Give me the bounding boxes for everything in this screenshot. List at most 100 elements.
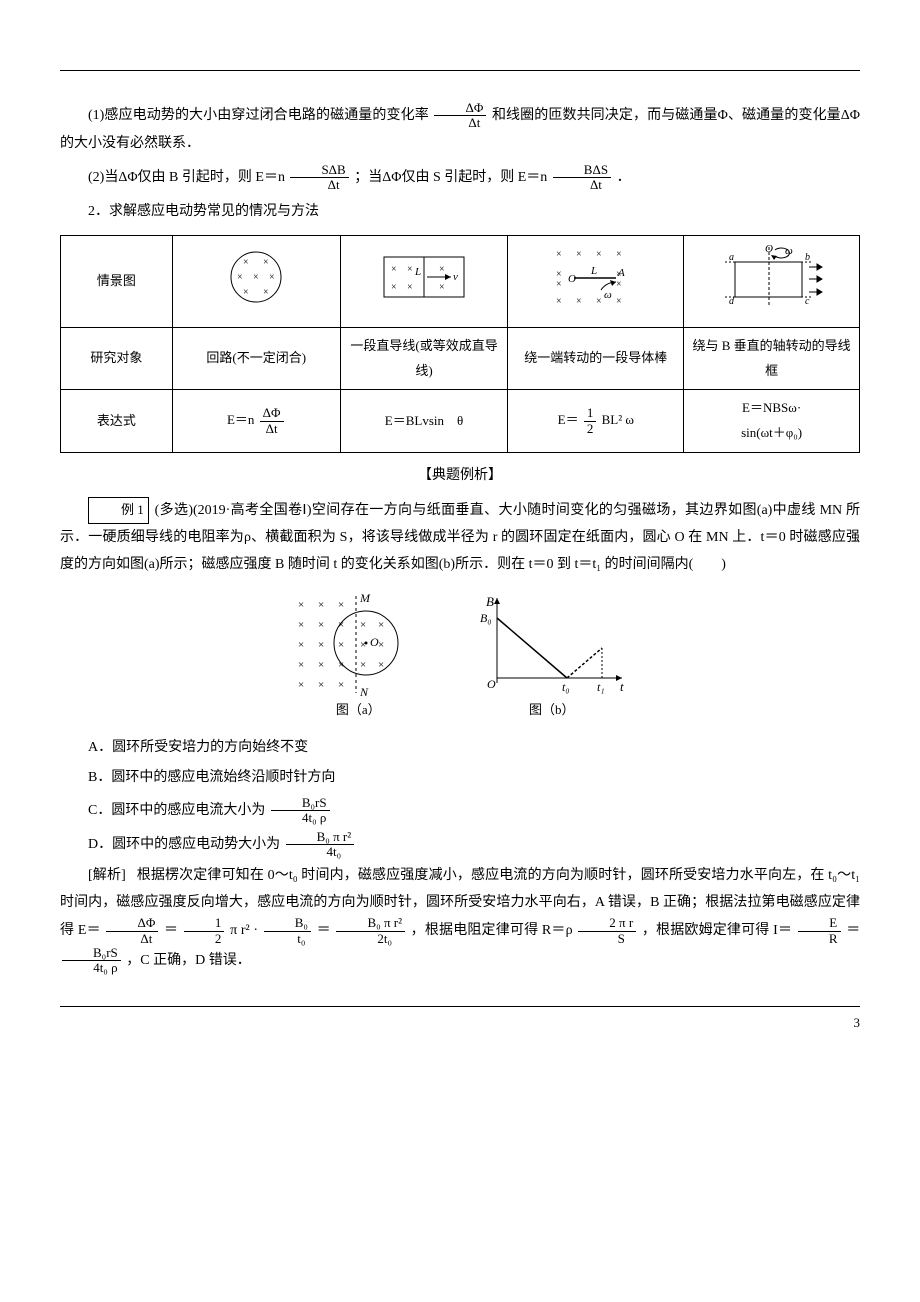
label-N: N	[359, 685, 369, 698]
svg-text:×: ×	[391, 282, 397, 293]
text: D．圆环中的感应电动势大小为	[88, 837, 280, 852]
text: ＝	[317, 923, 331, 938]
svg-text:×: ×	[407, 264, 413, 275]
label-t: t	[620, 679, 624, 694]
cell-r1c3: ×××××× L v	[340, 236, 508, 328]
cell-r1c4: ×××× ×× ×× ×××× O L A ω	[508, 236, 684, 328]
text: ，根据欧姆定律可得 I＝	[642, 923, 792, 938]
svg-text:×: ×	[338, 599, 344, 611]
fraction: B₀ π r² 4t₀	[286, 830, 355, 860]
option-b: B．圆环中的感应电流始终沿顺时针方向	[60, 765, 860, 792]
text: ＝	[164, 923, 178, 938]
label-B: B	[486, 594, 494, 609]
svg-text:×: ×	[556, 249, 562, 260]
fraction-sdb-dt: SΔB Δt	[290, 163, 348, 193]
svg-text:×: ×	[360, 619, 366, 631]
svg-text:×: ×	[596, 249, 602, 260]
svg-text:O: O	[568, 273, 576, 285]
solution: [解析] 根据楞次定律可知在 0～t₀ 时间内，磁感应强度减小，感应电流的方向为…	[60, 863, 860, 975]
cell-r3c3: E＝BLvsin θ	[340, 390, 508, 452]
cell-r2c1: 研究对象	[61, 328, 173, 390]
figure-a-icon: ××× ××× ××× ××× ××× ×× ×× ×× O M N	[288, 588, 428, 698]
svg-text:×: ×	[318, 599, 324, 611]
text: ．	[617, 170, 631, 185]
svg-text:×: ×	[378, 639, 384, 651]
svg-text:×: ×	[318, 619, 324, 631]
rotating-frame-icon: O ω a b c d	[717, 242, 827, 312]
cell-r3c1: 表达式	[61, 390, 173, 452]
svg-text:×: ×	[237, 272, 243, 283]
fig-b-caption: 图（b）	[529, 702, 575, 717]
cell-r1c5: O ω a b c d	[684, 236, 860, 328]
svg-text:×: ×	[269, 272, 275, 283]
cell-r2c2: 回路(不一定闭合)	[172, 328, 340, 390]
svg-text:×: ×	[298, 639, 304, 651]
text: ，C 正确，D 错误．	[126, 953, 250, 968]
svg-text:×: ×	[263, 287, 269, 298]
fraction-dphi-dt: ΔΦ Δt	[434, 101, 486, 131]
text: sin(ωt＋φ₀)	[741, 425, 802, 440]
text: E＝	[558, 412, 579, 427]
label-t0: t₀	[562, 680, 570, 694]
svg-text:×: ×	[378, 619, 384, 631]
text: π r² ·	[230, 923, 258, 938]
cell-r3c4: E＝ 1 2 BL² ω	[508, 390, 684, 452]
circle-field-icon: ×× ××× ××	[221, 247, 291, 307]
fraction: E R	[798, 916, 841, 946]
svg-text:×: ×	[439, 264, 445, 275]
para-1: (1)感应电动势的大小由穿过闭合电路的磁通量的变化率 ΔΦ Δt 和线圈的匝数共…	[60, 101, 860, 157]
page-number: 3	[60, 1006, 860, 1036]
fraction: B₀rS 4t₀ ρ	[62, 946, 121, 976]
svg-text:×: ×	[298, 659, 304, 671]
svg-text:×: ×	[439, 282, 445, 293]
svg-text:d: d	[729, 296, 735, 307]
svg-text:×: ×	[616, 279, 622, 290]
cell-r1c2: ×× ××× ××	[172, 236, 340, 328]
cell-r2c3: 一段直导线(或等效成直导线)	[340, 328, 508, 390]
para-2: (2)当ΔΦ仅由 B 引起时，则 E＝n SΔB Δt ；当ΔΦ仅由 S 引起时…	[60, 163, 860, 193]
text: ，根据电阻定律可得 R＝ρ	[411, 923, 573, 938]
svg-text:O: O	[765, 243, 773, 255]
example-text: (多选)(2019·高考全国卷Ⅰ)空间存在一方向与纸面垂直、大小随时间变化的匀强…	[60, 503, 860, 571]
fraction: B₀ t₀	[264, 916, 311, 946]
text: ＝	[846, 923, 860, 938]
fraction-half: 1 2	[584, 406, 597, 436]
svg-text:L: L	[414, 266, 421, 278]
label-origin: O	[487, 677, 496, 691]
heading-2: 2．求解感应电动势常见的情况与方法	[60, 199, 860, 226]
example-para: 例 1 (多选)(2019·高考全国卷Ⅰ)空间存在一方向与纸面垂直、大小随时间变…	[60, 497, 860, 578]
svg-text:×: ×	[298, 679, 304, 691]
svg-text:c: c	[805, 296, 810, 307]
text: C．圆环中的感应电流大小为	[88, 803, 265, 818]
svg-text:×: ×	[576, 249, 582, 260]
svg-text:×: ×	[391, 264, 397, 275]
svg-text:×: ×	[576, 296, 582, 307]
label-O: O	[370, 635, 379, 649]
svg-text:b: b	[805, 252, 810, 263]
svg-text:×: ×	[407, 282, 413, 293]
text: BL² ω	[602, 412, 634, 427]
cell-r2c5: 绕与 B 垂直的轴转动的导线框	[684, 328, 860, 390]
fraction-bds-dt: BΔS Δt	[553, 163, 611, 193]
svg-text:×: ×	[596, 296, 602, 307]
fraction: B₀rS 4t₀ ρ	[271, 796, 330, 826]
svg-text:×: ×	[298, 619, 304, 631]
fraction: 2 π r S	[578, 916, 636, 946]
svg-text:×: ×	[253, 272, 259, 283]
text: E＝NBSω·	[742, 400, 801, 415]
fig-a-caption: 图（a）	[336, 702, 381, 717]
svg-text:A: A	[617, 267, 625, 279]
label-t1: t₁	[597, 680, 605, 694]
cell-r1c1: 情景图	[61, 236, 173, 328]
text: (2)当ΔΦ仅由 B 引起时，则 E＝n	[88, 170, 285, 185]
svg-text:ω: ω	[785, 245, 793, 257]
svg-text:×: ×	[243, 287, 249, 298]
svg-text:×: ×	[338, 679, 344, 691]
fraction: B₀ π r² 2t₀	[336, 916, 405, 946]
figures: ××× ××× ××× ××× ××× ×× ×× ×× O M N 图（a）	[60, 588, 860, 725]
text: ；当ΔΦ仅由 S 引起时，则 E＝n	[354, 170, 547, 185]
methods-table: 情景图 ×× ××× ×× ×××××× L v	[60, 235, 860, 452]
label-M: M	[359, 591, 371, 605]
svg-text:L: L	[590, 265, 597, 277]
svg-text:×: ×	[556, 279, 562, 290]
